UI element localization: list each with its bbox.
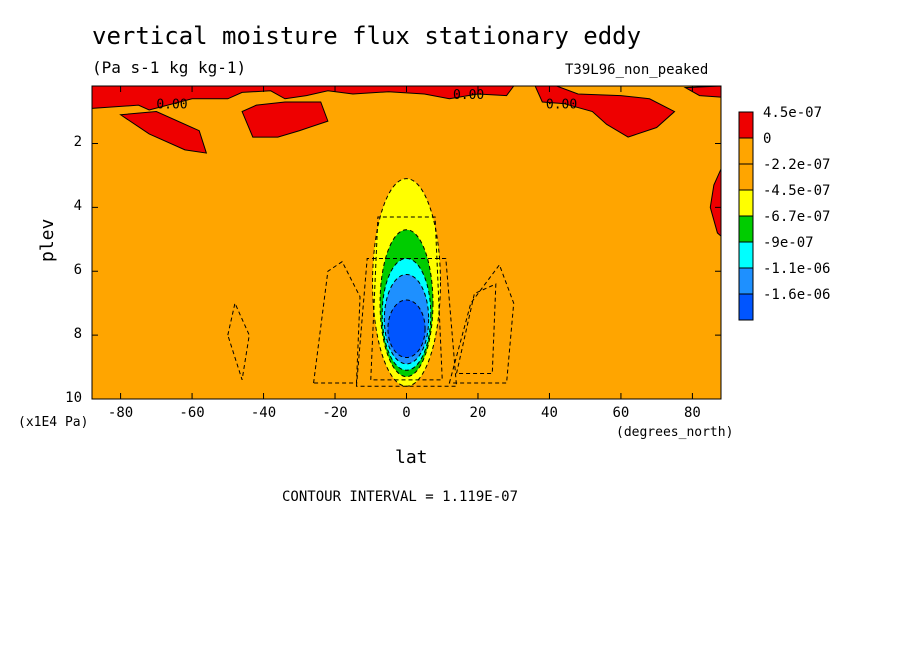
colorbar-swatch [738,111,754,139]
x-tick-label: -60 [179,405,205,421]
colorbar-label: 4.5e-07 [763,105,822,121]
colorbar-swatch [738,293,754,321]
positive-region [683,86,721,98]
negative-contour [448,263,515,384]
negative-contour [355,257,458,387]
positive-region [709,168,721,237]
y-axis-label: plev [37,218,58,262]
colorbar-swatch [738,267,754,295]
x-tick-label: 60 [612,405,630,421]
positive-region [534,86,676,138]
x-tick-label: 80 [683,405,701,421]
negative-band [387,299,426,358]
x-tick-label: 40 [541,405,558,421]
y-tick-label: 4 [73,198,82,215]
colorbar-label: 0 [763,131,771,147]
positive-region [119,111,208,154]
colorbar-swatch [738,137,754,165]
colorbar-swatch [738,241,754,269]
negative-contour [227,301,250,380]
contour-interval: CONTOUR INTERVAL = 1.119E-07 [282,489,519,505]
colorbar-label: -4.5e-07 [763,183,830,199]
y-tick-label: 2 [73,134,82,151]
negative-contour [313,260,361,384]
x-tick-label: 20 [469,405,487,421]
x-tick-label: -20 [322,405,348,421]
colorbar-label: -2.2e-07 [763,157,830,173]
y-scale-label: (x1E4 Pa) [18,415,89,430]
colorbar-label: -6.7e-07 [763,209,830,225]
contour-label: 0.00 [156,97,187,112]
x-tick-label: -40 [250,405,277,421]
x-tick-label: 0 [402,405,411,421]
chart-units: (Pa s-1 kg kg-1) [92,58,247,77]
chart-title: vertical moisture flux stationary eddy [92,22,642,50]
contour-label: 0.00 [546,97,577,112]
x-axis-label: lat [395,447,428,468]
contour-label: 0.00 [453,88,484,103]
x-unit-label: (degrees_north) [616,425,734,440]
colorbar-label: -9e-07 [763,235,814,251]
y-tick-label: 10 [65,390,82,406]
positive-region [241,101,329,138]
colorbar-label: -1.6e-06 [763,287,830,303]
negative-contour [370,216,443,381]
colorbar-swatch [738,189,754,217]
colorbar-label: -1.1e-06 [763,261,830,277]
negative-contour [455,283,497,374]
colorbar-swatch [738,163,754,191]
colorbar-swatch [738,215,754,243]
x-tick-label: -80 [107,405,134,421]
y-tick-label: 6 [73,262,82,279]
y-tick-label: 8 [73,326,82,343]
experiment-label: T39L96_non_peaked [565,62,709,78]
plot-area [92,86,721,399]
positive-region [92,86,515,111]
